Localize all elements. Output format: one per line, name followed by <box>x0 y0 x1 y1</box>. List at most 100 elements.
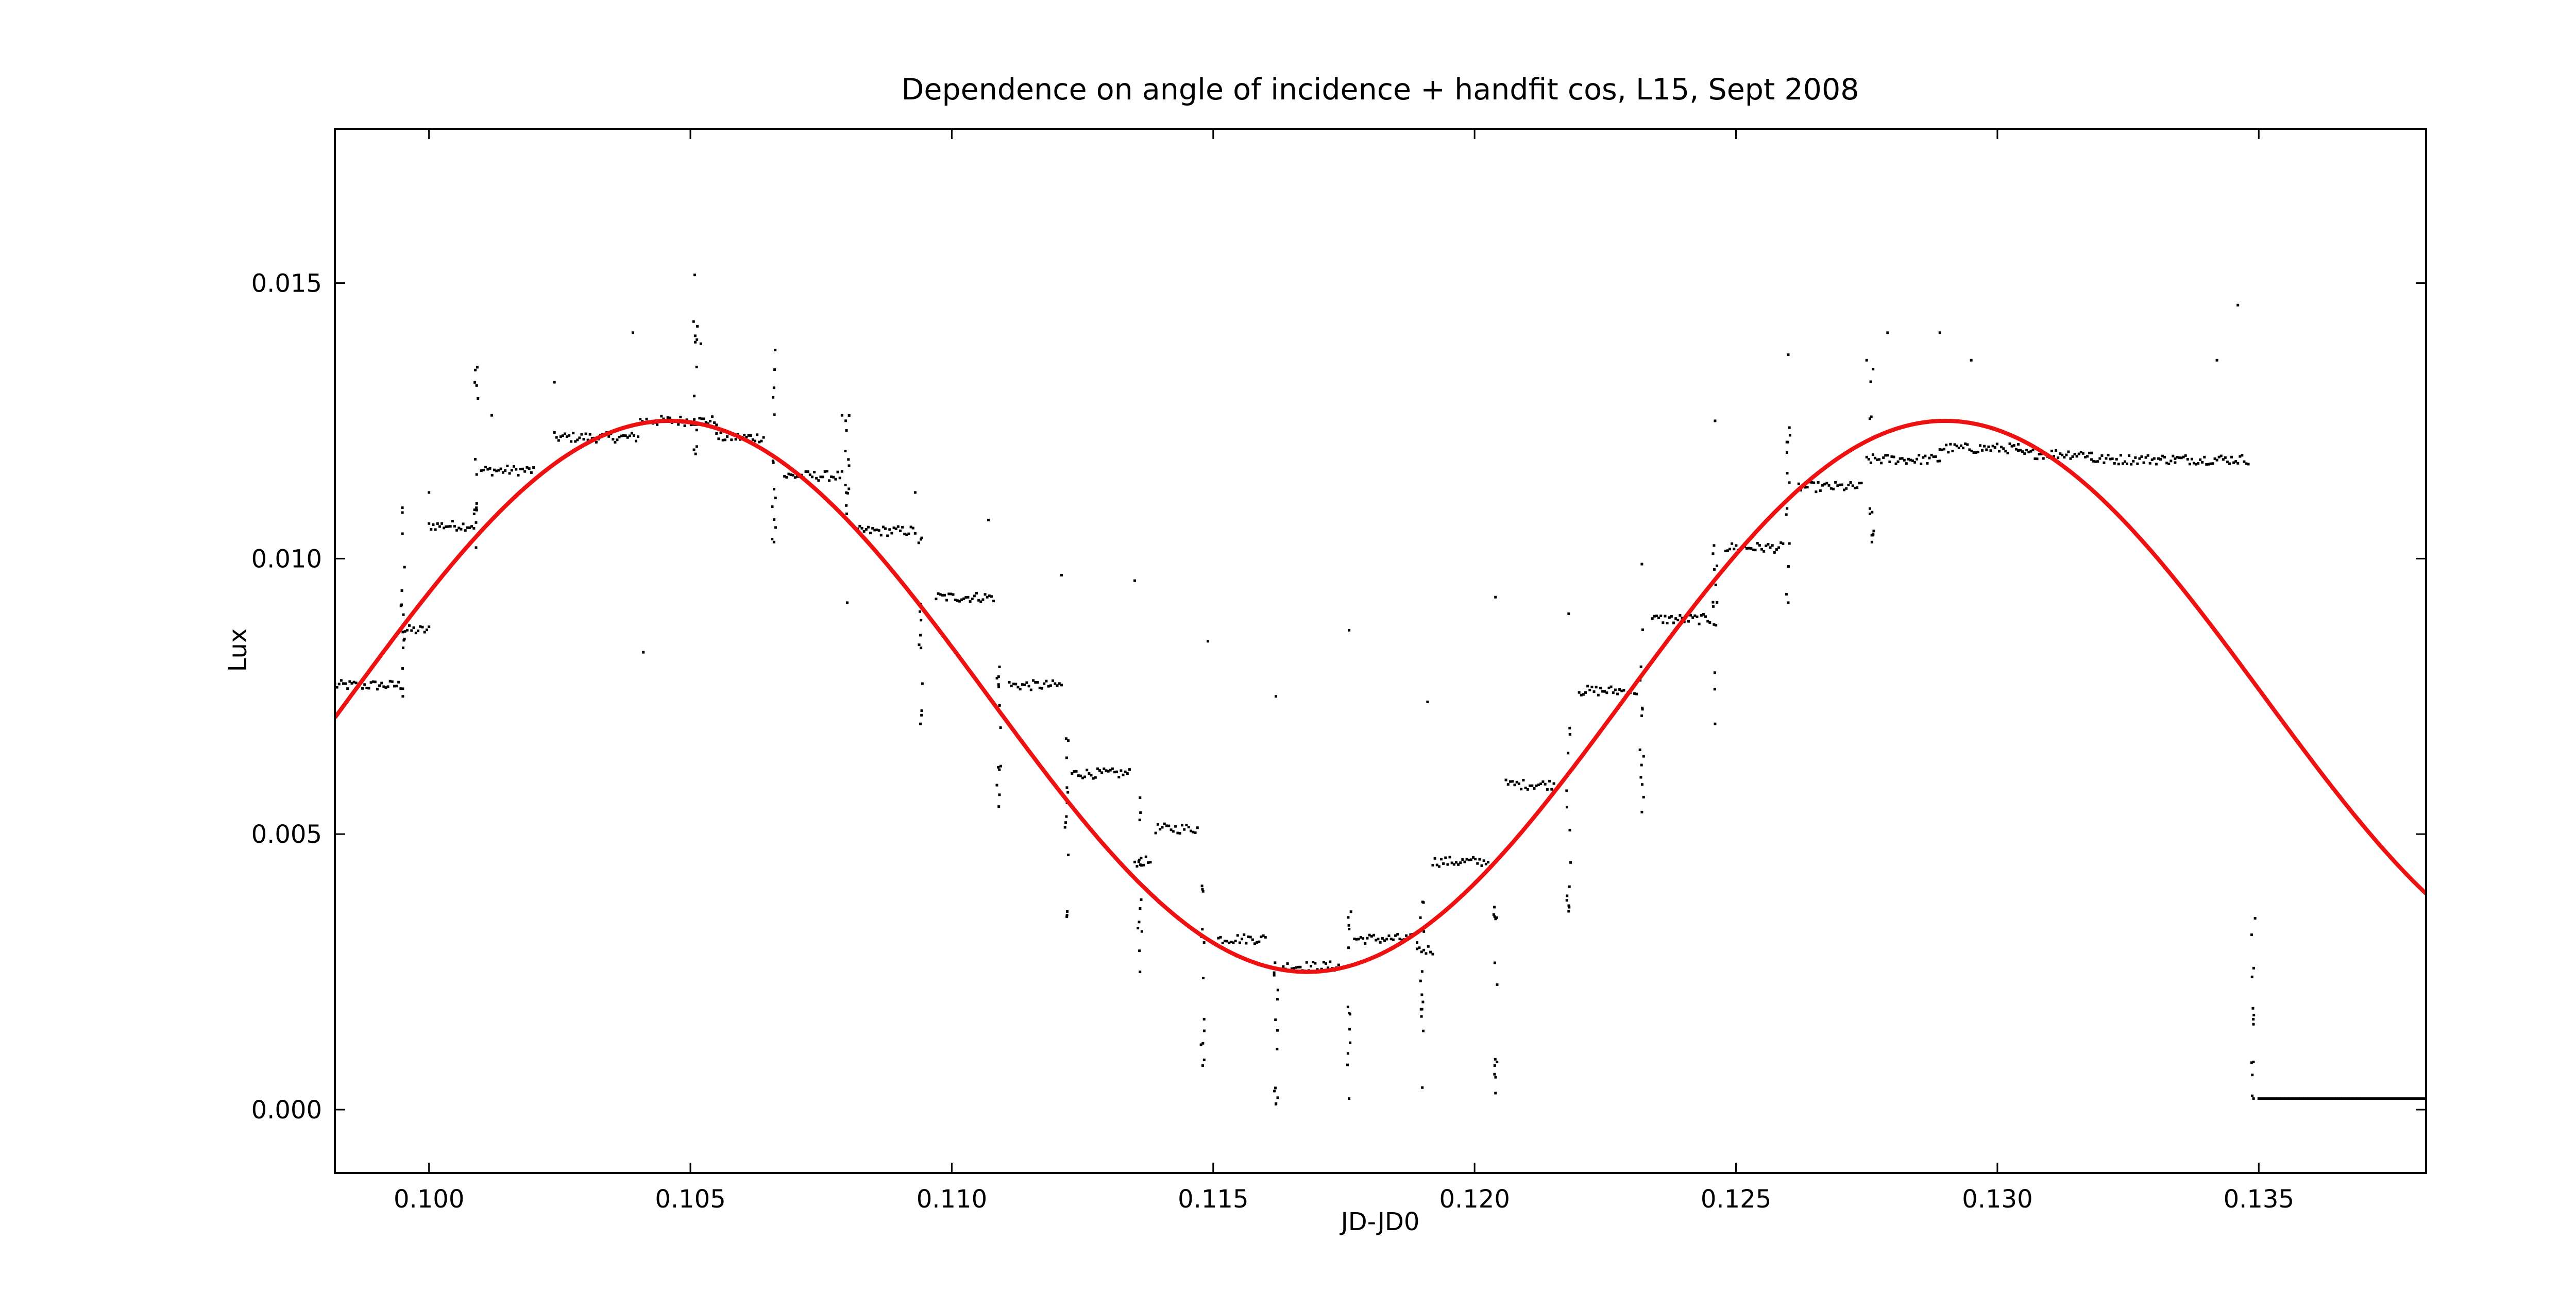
data-point <box>2418 1097 2421 1100</box>
data-point-dip <box>1137 927 1140 930</box>
data-point <box>1478 858 1481 861</box>
data-point <box>2405 1097 2409 1100</box>
data-point <box>1618 688 1621 691</box>
data-point <box>901 525 904 529</box>
data-point <box>566 435 569 438</box>
data-point-dip <box>1139 907 1142 910</box>
data-point <box>2372 1097 2376 1100</box>
x-tick-label: 0.110 <box>917 1185 987 1214</box>
data-point <box>1838 483 1841 486</box>
data-point <box>1316 968 1319 971</box>
data-point <box>2016 449 2020 452</box>
data-point <box>825 470 828 473</box>
data-point <box>2188 463 2191 466</box>
data-point <box>2107 453 2110 456</box>
data-point <box>384 686 387 689</box>
data-point <box>1454 861 1458 864</box>
data-point-dip <box>695 429 698 432</box>
data-point <box>1320 967 1323 971</box>
data-point <box>1819 489 1822 492</box>
data-point-dip <box>1872 530 1875 533</box>
data-point-dip <box>1067 854 1070 857</box>
data-point <box>2144 456 2147 459</box>
x-axis-label: JD-JD0 <box>1340 1208 1420 1236</box>
data-point <box>1457 863 1460 866</box>
data-point <box>2345 1097 2348 1100</box>
data-point <box>445 525 448 528</box>
data-point <box>395 685 398 688</box>
data-point <box>1016 686 1020 689</box>
data-point <box>572 432 575 435</box>
data-point <box>1043 682 1046 685</box>
data-point <box>1196 826 1199 829</box>
data-point <box>660 415 663 418</box>
data-point <box>2312 1097 2315 1100</box>
data-point-dip <box>401 506 404 509</box>
fit-curve-layer <box>335 418 2426 974</box>
data-point-dip <box>1349 1041 1352 1044</box>
data-point <box>2228 462 2231 465</box>
data-point-dip <box>475 384 478 387</box>
data-point <box>1938 448 1941 451</box>
data-point <box>2232 461 2235 464</box>
data-point <box>2226 461 2229 464</box>
data-point <box>2332 1097 2335 1100</box>
y-tick-label: 0.005 <box>251 820 322 849</box>
data-point <box>1122 773 1125 776</box>
y-axis-ticks: 0.000 0.005 0.010 0.015 <box>251 269 2426 1125</box>
data-point <box>495 469 498 472</box>
data-point <box>1797 482 1800 485</box>
data-point <box>813 470 816 473</box>
data-point <box>2330 1097 2333 1100</box>
data-point-dip <box>1140 898 1143 901</box>
data-point <box>451 520 454 523</box>
data-point <box>952 593 955 596</box>
data-point <box>1079 774 1082 777</box>
data-point-dip <box>1421 1086 1424 1089</box>
data-point <box>2362 1097 2365 1100</box>
data-point <box>892 526 895 530</box>
data-point-dip <box>1066 739 1070 742</box>
data-point <box>1385 938 1388 941</box>
data-point-dip <box>2253 917 2257 920</box>
data-point-dip <box>1713 568 1716 571</box>
data-point <box>821 475 824 479</box>
data-point <box>2353 1097 2357 1100</box>
data-point <box>1142 863 1145 866</box>
data-point-dip <box>2252 966 2255 970</box>
data-point <box>791 473 794 477</box>
data-point <box>1431 864 1434 867</box>
data-point-dip <box>773 368 776 371</box>
data-point-dip <box>919 722 922 725</box>
data-point-dip <box>1565 806 1568 809</box>
data-point <box>2165 462 2168 465</box>
data-point <box>1098 769 1101 772</box>
data-point <box>1183 828 1186 831</box>
data-point-dip <box>1787 601 1790 604</box>
data-point <box>2186 457 2189 461</box>
data-point <box>704 421 707 424</box>
data-point <box>401 631 404 634</box>
data-point <box>1450 861 1453 864</box>
data-point <box>1524 786 1527 789</box>
data-point <box>1446 863 1449 866</box>
data-point <box>1993 446 1996 449</box>
data-point <box>1599 687 1602 690</box>
data-point-dip <box>1788 434 1791 437</box>
data-point-dip <box>2251 1007 2255 1010</box>
data-point <box>391 680 394 683</box>
data-point <box>2192 462 2195 465</box>
data-point <box>1847 483 1850 486</box>
data-point-dip <box>1276 1029 1279 1032</box>
data-point <box>342 682 345 685</box>
data-point <box>2234 460 2238 463</box>
data-point <box>2364 1097 2367 1100</box>
data-point <box>1256 941 1259 944</box>
data-point <box>715 423 718 427</box>
data-point <box>1167 824 1171 827</box>
data-point <box>2293 1097 2296 1100</box>
data-point <box>464 529 467 532</box>
data-point-dip <box>848 487 851 490</box>
data-point-dip <box>1788 542 1791 545</box>
